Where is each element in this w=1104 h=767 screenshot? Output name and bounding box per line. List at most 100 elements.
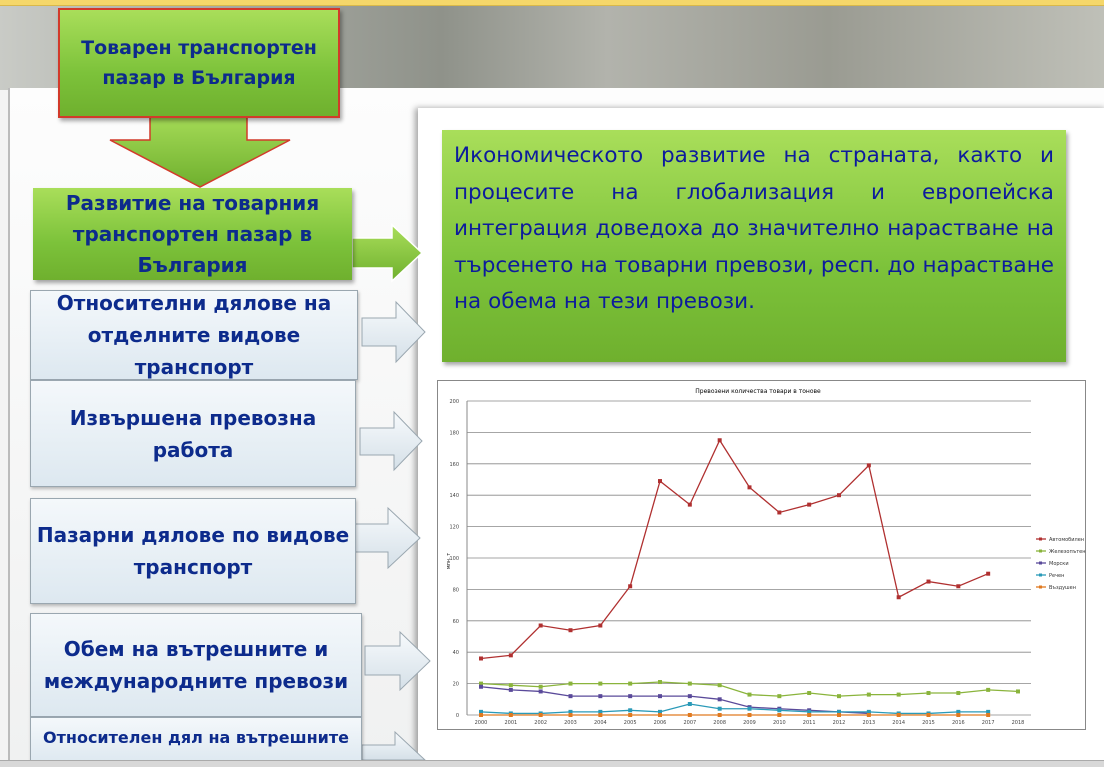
data-point [479,709,483,714]
down-arrow [109,109,291,188]
legend-marker [1039,573,1042,577]
data-point [538,684,543,689]
y-tick-label: 40 [453,650,459,656]
data-point [538,689,543,694]
data-point [837,713,841,717]
y-tick-label: 0 [456,713,459,719]
data-point [956,691,961,696]
chart-container: Превозени количества товари в тонове млн… [437,380,1086,730]
chart-title: Превозени количества товари в тонове [695,388,821,395]
x-tick-label: 2006 [654,720,667,726]
data-point [956,584,961,589]
data-point [896,692,901,697]
data-point [479,681,483,686]
data-point [986,687,991,692]
x-tick-label: 2010 [773,720,786,726]
y-tick-label: 60 [453,619,459,625]
y-tick-label: 160 [449,462,459,468]
x-tick-label: 2008 [713,720,726,726]
data-point [628,713,633,717]
data-point [628,681,633,686]
data-point [717,683,722,688]
window-top-bar [0,0,1104,6]
line-chart: Превозени количества товари в тонове млн… [446,388,1086,726]
data-point [658,713,662,717]
data-point [479,656,483,661]
y-tick-label: 140 [449,493,459,499]
menu-item-transport-work[interactable]: Извършена превозна работа [30,380,356,487]
data-point [986,571,991,576]
right-arrow-green [351,223,424,283]
window-bottom-bar [0,760,1104,767]
data-point [837,694,841,699]
x-tick-label: 2003 [564,720,577,726]
data-point [628,708,633,713]
data-point [568,713,573,717]
y-tick-label: 80 [453,587,459,593]
data-point [926,713,931,717]
data-point [628,694,633,699]
data-point [598,694,603,699]
menu-item-domestic-international[interactable]: Обем на вътрешните и международните прев… [30,613,362,717]
data-point [896,595,901,600]
data-point [896,713,901,717]
data-point [717,713,722,717]
data-point [866,463,871,468]
data-point [687,502,692,507]
menu-item-relative-shares[interactable]: Относителни дялове на отделните видове т… [30,290,358,380]
menu-item-market-shares[interactable]: Пазарни дялове по видове транспорт [30,498,356,604]
x-tick-label: 2005 [624,720,637,726]
data-point [568,694,573,699]
data-point [658,479,662,484]
data-point [598,623,603,628]
data-point [866,692,871,697]
data-point [598,681,603,686]
data-point [687,702,692,707]
data-point [807,691,812,696]
y-axis-label: млн. т [446,553,452,569]
data-point [538,713,543,717]
legend-label: Автомобилен [1049,537,1084,543]
legend-marker [1039,549,1042,553]
legend-label: Речен [1049,573,1064,579]
y-tick-label: 180 [449,430,459,436]
info-text-box: Икономическото развитие на страната, как… [442,130,1066,362]
legend-label: Въздушен [1049,585,1076,591]
data-point [658,694,662,699]
right-arrow-4 [364,630,431,692]
series-line-0 [480,438,989,660]
legend-label: Морски [1049,561,1069,567]
right-arrow-1 [361,300,426,364]
data-point [926,579,931,584]
x-tick-label: 2004 [594,720,607,726]
data-point [717,438,722,443]
data-point [777,694,782,699]
x-tick-label: 2016 [952,720,965,726]
data-point [1016,689,1020,694]
data-point [807,502,812,507]
y-tick-label: 100 [449,556,459,562]
x-tick-label: 2018 [1012,720,1025,726]
data-point [956,713,961,717]
x-tick-label: 2012 [833,720,846,726]
top-box-title[interactable]: Товарен транспортен пазар в България [58,8,340,118]
data-point [777,510,782,515]
data-point [956,709,961,714]
data-point [747,485,752,490]
data-point [807,709,812,714]
data-point [866,709,871,714]
right-arrow-5 [361,730,427,761]
menu-item-domestic-share[interactable]: Относителен дял на вътрешните [30,717,362,765]
x-tick-label: 2015 [922,720,935,726]
data-point [658,680,662,685]
data-point [717,697,722,702]
data-point [568,681,573,686]
data-point [479,713,483,717]
data-point [508,687,513,692]
development-box[interactable]: Развитие на товарния транспортен пазар в… [33,188,352,280]
data-point [747,692,752,697]
legend-label: Железопътен [1049,549,1086,555]
data-point [598,709,603,714]
data-point [807,713,812,717]
x-tick-label: 2009 [743,720,756,726]
